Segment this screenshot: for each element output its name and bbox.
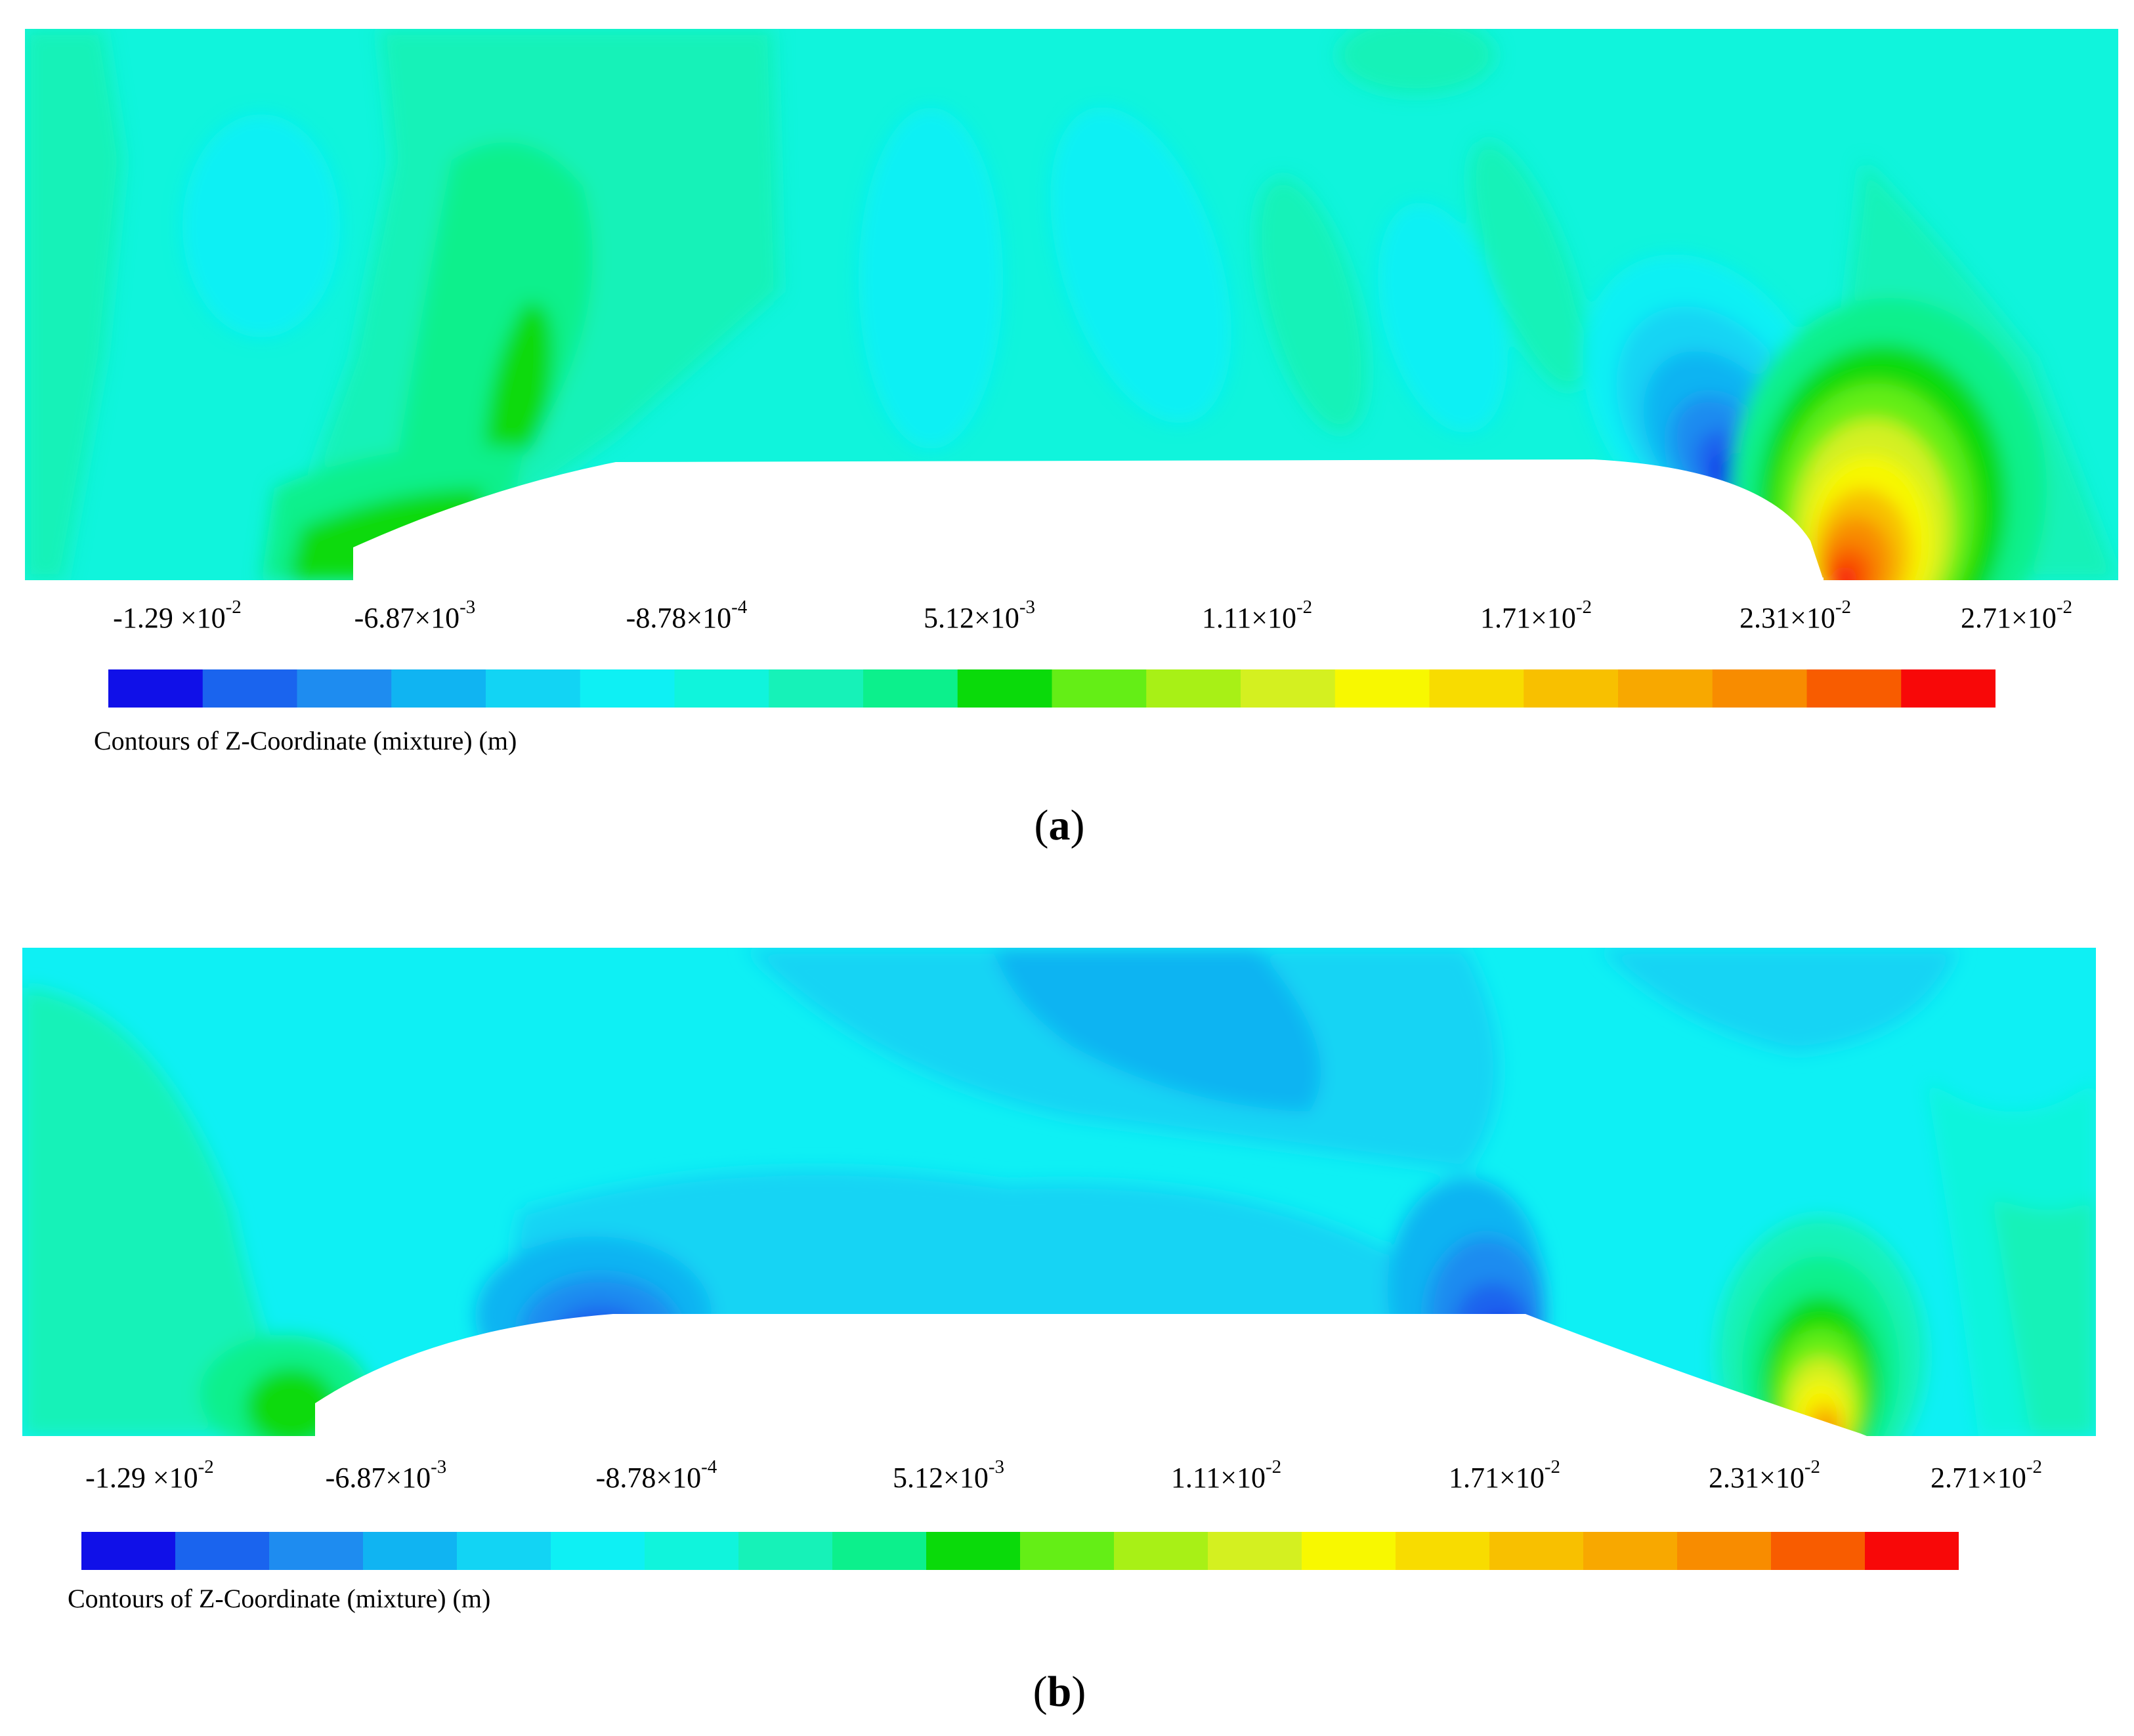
colorbar-tick-labels-b: -1.29 ×10-2 -6.87×10-3 -8.78×10-4 5.12×1… (0, 1456, 2134, 1514)
colorbar-tick-labels-a: -1.29 ×10-2 -6.87×10-3 -8.78×10-4 5.12×1… (0, 597, 2134, 654)
colorbar-tick-label: -8.78×10-4 (595, 1456, 717, 1494)
colorbar-title-a: Contours of Z-Coordinate (mixture) (m) (94, 726, 517, 755)
colorbar-tick-label: 2.31×10-2 (1739, 597, 1851, 635)
colorbar-tick-label: -6.87×10-3 (354, 597, 476, 635)
colorbar-swatch (1771, 1532, 1866, 1570)
colorbar-swatch (457, 1532, 551, 1570)
colorbar-swatch (269, 1532, 364, 1570)
colorbar-swatch (1618, 669, 1713, 708)
colorbar-tick-label: 1.71×10-2 (1480, 597, 1592, 635)
colorbar-swatch (1429, 669, 1524, 708)
body-obstacle (353, 459, 1824, 580)
colorbar-swatch (391, 669, 486, 708)
colorbar-swatch (926, 1532, 1021, 1570)
colorbar-a (108, 669, 1995, 708)
colorbar-swatch (674, 669, 769, 708)
body-obstacle (315, 1314, 1867, 1436)
contour-band (1992, 1197, 2096, 1436)
colorbar-swatch (580, 669, 675, 708)
colorbar-swatch (957, 669, 1053, 708)
colorbar-swatch (769, 669, 864, 708)
colorbar-swatch (363, 1532, 458, 1570)
colorbar-swatch (108, 669, 203, 708)
contour-band (1255, 177, 1368, 433)
colorbar-tick-label: 1.71×10-2 (1449, 1456, 1560, 1494)
contour-band (1378, 202, 1508, 433)
colorbar-swatch (297, 669, 392, 708)
colorbar-swatch (1712, 669, 1808, 708)
colorbar-swatch (832, 1532, 927, 1570)
colorbar-swatch (1114, 1532, 1208, 1570)
colorbar-tick-label: -1.29 ×10-2 (85, 1456, 214, 1494)
colorbar-swatch (81, 1532, 176, 1570)
contour-plot-a (25, 29, 2118, 580)
colorbar-tick-label: 5.12×10-3 (924, 597, 1035, 635)
colorbar-swatch (1524, 669, 1619, 708)
contour-band (484, 303, 553, 464)
colorbar-swatch (1208, 1532, 1302, 1570)
contour-band (1050, 107, 1231, 423)
contour-band (245, 1368, 337, 1436)
colorbar-swatch (486, 669, 581, 708)
colorbar-tick-label: 1.11×10-2 (1170, 1456, 1282, 1494)
colorbar-tick-label: -1.29 ×10-2 (113, 597, 242, 635)
contour-band (994, 948, 1321, 1112)
contour-band (1831, 566, 1858, 580)
colorbar-tick-label: 1.11×10-2 (1201, 597, 1313, 635)
colorbar-swatch (1677, 1532, 1772, 1570)
colorbar-swatch (1901, 669, 1995, 708)
colorbar-tick-label: 2.31×10-2 (1709, 1456, 1820, 1494)
contour-band (22, 1145, 193, 1436)
colorbar-tick-label: 5.12×10-3 (893, 1456, 1004, 1494)
colorbar-tick-label: 2.71×10-2 (1961, 597, 2072, 635)
colorbar-swatch (1583, 1532, 1678, 1570)
colorbar-swatch (1241, 669, 1336, 708)
colorbar-swatch (202, 669, 298, 708)
contour-band (182, 114, 340, 337)
contour-band (1338, 29, 1495, 95)
contour-band (513, 1169, 1450, 1355)
colorbar-swatch (175, 1532, 270, 1570)
colorbar-swatch (1302, 1532, 1396, 1570)
contour-plot-b (22, 948, 2096, 1436)
colorbar-swatch (1806, 669, 1902, 708)
colorbar-swatch (1489, 1532, 1584, 1570)
colorbar-tick-label: -8.78×10-4 (626, 597, 748, 635)
contour-band (859, 108, 1003, 449)
colorbar-swatch (1146, 669, 1241, 708)
colorbar-tick-label: 2.71×10-2 (1931, 1456, 2042, 1494)
contour-band (1470, 140, 1587, 390)
panel-label-a: (a) (1034, 801, 1085, 849)
colorbar-swatch (1334, 669, 1430, 708)
colorbar-b (81, 1532, 1959, 1570)
colorbar-swatch (1396, 1532, 1490, 1570)
contour-band (1598, 948, 1959, 1053)
colorbar-tick-label: -6.87×10-3 (325, 1456, 447, 1494)
colorbar-swatch (551, 1532, 645, 1570)
colorbar-swatch (1020, 1532, 1115, 1570)
body-base (353, 578, 1824, 580)
colorbar-swatch (738, 1532, 833, 1570)
colorbar-title-b: Contours of Z-Coordinate (mixture) (m) (68, 1584, 491, 1613)
colorbar-swatch (863, 669, 958, 708)
panel-label-b: (b) (1033, 1668, 1086, 1716)
contour-band (25, 29, 123, 580)
colorbar-swatch (1052, 669, 1147, 708)
colorbar-swatch (645, 1532, 739, 1570)
colorbar-swatch (1865, 1532, 1959, 1570)
